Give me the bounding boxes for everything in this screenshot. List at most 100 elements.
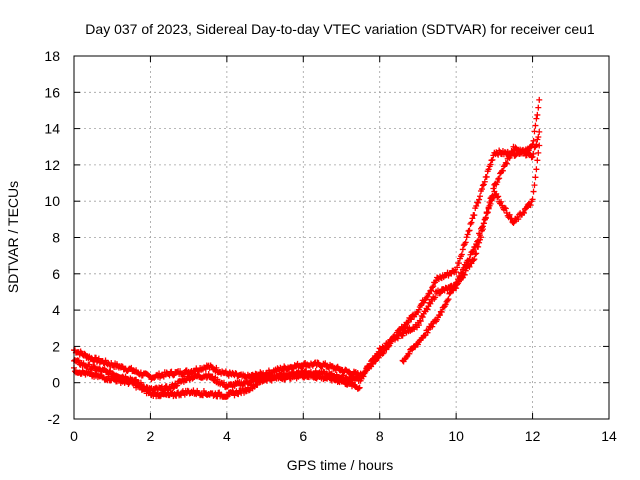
data-point (436, 290, 443, 297)
data-point (475, 237, 482, 244)
y-tick-label: -2 (48, 411, 61, 427)
data-point (356, 384, 363, 391)
data-point (485, 205, 492, 212)
data-point (477, 232, 484, 239)
data-point (459, 246, 466, 253)
data-point (470, 247, 477, 254)
data-point (496, 175, 503, 182)
data-point (429, 323, 436, 330)
y-tick-label: 8 (52, 230, 60, 246)
data-points (71, 96, 543, 401)
data-point (532, 122, 539, 129)
x-tick-label: 0 (70, 428, 78, 444)
data-point (481, 178, 488, 185)
data-point (483, 210, 490, 217)
data-point (415, 322, 422, 329)
data-point (399, 332, 406, 339)
data-point (481, 216, 488, 223)
data-point (86, 361, 93, 368)
data-point (281, 363, 288, 370)
data-point (454, 280, 461, 287)
data-point (531, 144, 538, 151)
y-tick-label: 0 (52, 375, 60, 391)
data-point (406, 350, 413, 357)
data-point (529, 153, 536, 160)
data-point (220, 379, 227, 386)
data-point (420, 299, 427, 306)
data-point (534, 111, 541, 118)
data-point (359, 372, 366, 379)
data-point (437, 289, 444, 296)
data-point (118, 363, 125, 370)
data-point (530, 137, 537, 144)
data-point (424, 306, 431, 313)
data-point (170, 372, 177, 379)
data-point (213, 364, 220, 371)
data-point (341, 377, 348, 384)
data-point (436, 312, 443, 319)
x-tick-label: 8 (376, 428, 384, 444)
data-point (458, 270, 465, 277)
data-point (499, 167, 506, 174)
data-point (472, 243, 479, 250)
y-tick-label: 4 (52, 302, 60, 318)
data-point (479, 223, 486, 230)
chart-title: Day 037 of 2023, Sidereal Day-to-day VTE… (85, 21, 595, 37)
data-point (474, 238, 481, 245)
data-point (469, 215, 476, 222)
data-point (427, 300, 434, 307)
data-point (408, 316, 415, 323)
data-point (462, 263, 469, 270)
data-point (487, 200, 494, 207)
data-point (536, 128, 543, 135)
data-point (531, 182, 538, 189)
x-axis-label: GPS time / hours (287, 457, 394, 473)
data-point (506, 211, 513, 218)
data-point (473, 250, 480, 257)
data-point (362, 368, 369, 375)
data-point (498, 198, 505, 205)
series-track-c (71, 364, 363, 401)
data-point (533, 115, 540, 122)
data-point (133, 376, 140, 383)
data-point (501, 204, 508, 211)
data-point (224, 393, 231, 400)
data-point (536, 142, 543, 149)
data-point (534, 157, 541, 164)
data-point (174, 382, 181, 389)
data-point (209, 373, 216, 380)
data-point (429, 284, 436, 291)
data-point (424, 329, 431, 336)
data-point (476, 196, 483, 203)
data-point (477, 193, 484, 200)
data-point (353, 374, 360, 381)
data-point (223, 393, 230, 400)
data-point (506, 154, 513, 161)
data-point (456, 274, 463, 281)
data-point (453, 279, 460, 286)
data-point (463, 234, 470, 241)
x-tick-label: 12 (525, 428, 541, 444)
data-point (535, 149, 542, 156)
data-point (468, 219, 475, 226)
y-tick-label: 14 (44, 121, 60, 137)
data-point (74, 357, 81, 364)
data-point (394, 335, 401, 342)
data-point (448, 270, 455, 277)
data-point (128, 364, 135, 371)
data-point (322, 360, 329, 367)
data-point (535, 104, 542, 111)
data-point (205, 370, 212, 377)
data-point (432, 294, 439, 301)
data-point (414, 341, 421, 348)
data-point (489, 156, 496, 163)
data-point (522, 205, 529, 212)
x-tick-label: 6 (299, 428, 307, 444)
data-point (461, 271, 468, 278)
data-point (469, 248, 476, 255)
y-tick-label: 12 (44, 157, 60, 173)
y-tick-label: 16 (44, 84, 60, 100)
data-point (105, 373, 112, 380)
x-tick-label: 14 (601, 428, 617, 444)
